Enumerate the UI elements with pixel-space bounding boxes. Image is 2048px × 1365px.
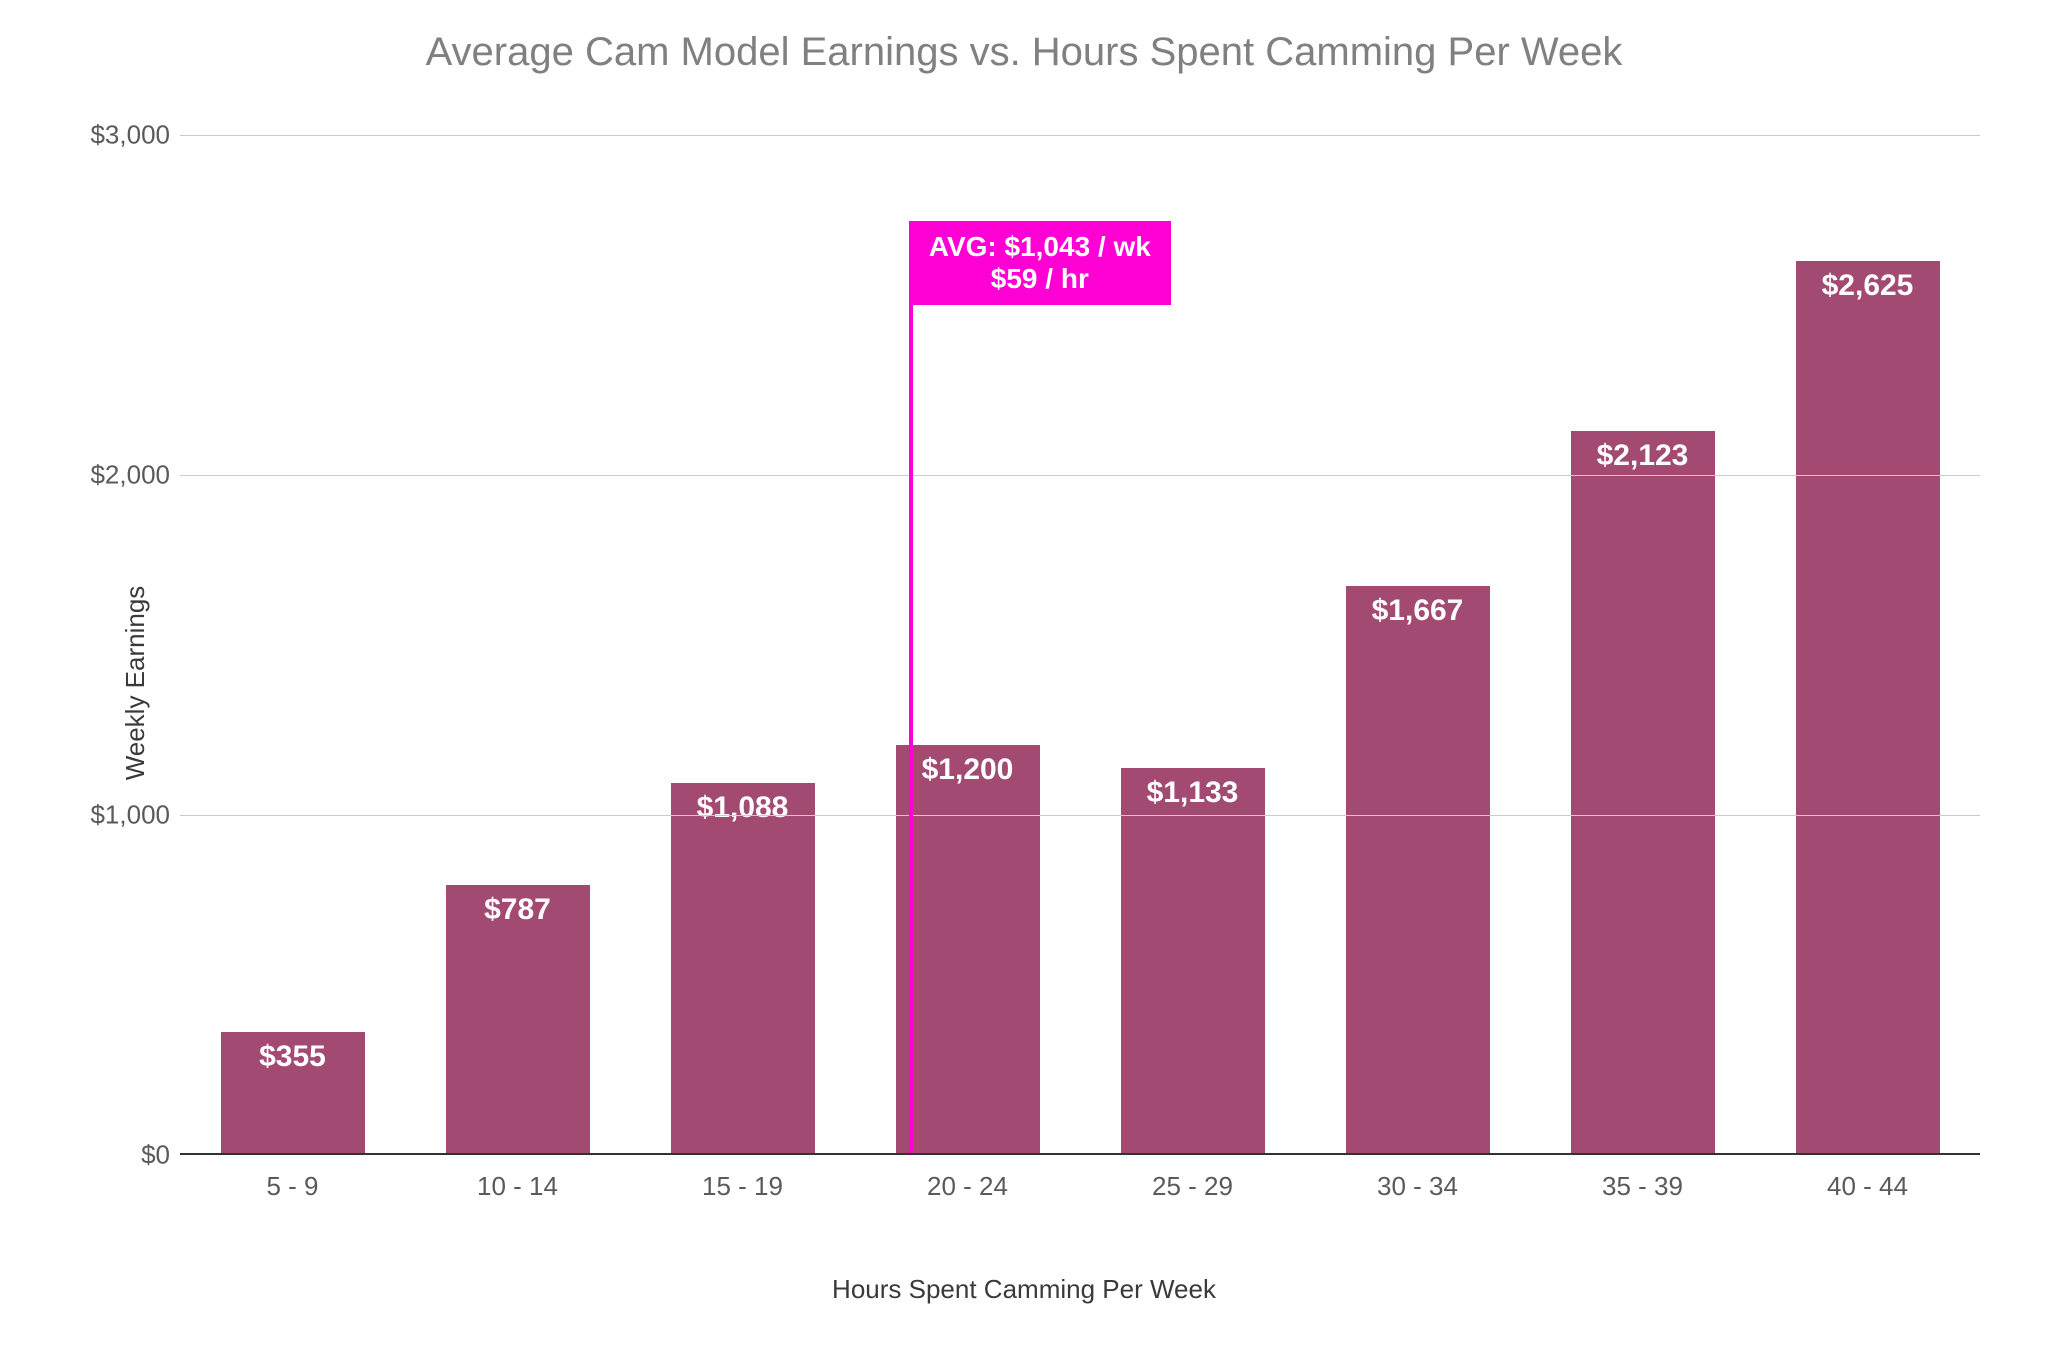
y-tick-label: $0: [141, 1140, 170, 1171]
bar: $2,123: [1571, 431, 1715, 1153]
y-tick-label: $2,000: [90, 460, 170, 491]
bar-slot: $1,66730 - 34: [1305, 135, 1530, 1153]
average-marker-line: [909, 303, 913, 1153]
x-tick-label: 5 - 9: [266, 1171, 318, 1202]
x-tick-label: 10 - 14: [477, 1171, 558, 1202]
bar-slot: $2,62540 - 44: [1755, 135, 1980, 1153]
bar-slot: $78710 - 14: [405, 135, 630, 1153]
y-axis-label: Weekly Earnings: [120, 585, 151, 780]
bar-value-label: $1,667: [1346, 594, 1490, 628]
x-tick-label: 25 - 29: [1152, 1171, 1233, 1202]
avg-annotation-line2: $59 / hr: [929, 263, 1151, 295]
x-tick-label: 15 - 19: [702, 1171, 783, 1202]
bar: $1,133: [1121, 768, 1265, 1153]
bar-value-label: $2,625: [1796, 269, 1940, 303]
gridline: [180, 135, 1980, 136]
x-tick-label: 40 - 44: [1827, 1171, 1908, 1202]
chart-title: Average Cam Model Earnings vs. Hours Spe…: [0, 30, 2048, 75]
x-tick-label: 35 - 39: [1602, 1171, 1683, 1202]
y-tick-label: $3,000: [90, 120, 170, 151]
plot-area: $3555 - 9$78710 - 14$1,08815 - 19$1,2002…: [180, 135, 1980, 1155]
bar: $1,088: [671, 783, 815, 1153]
bar-slot: $3555 - 9: [180, 135, 405, 1153]
x-tick-label: 30 - 34: [1377, 1171, 1458, 1202]
average-annotation-box: AVG: $1,043 / wk$59 / hr: [909, 221, 1171, 305]
bar-value-label: $1,200: [896, 753, 1040, 787]
earnings-bar-chart: Average Cam Model Earnings vs. Hours Spe…: [0, 0, 2048, 1365]
bar-slot: $1,08815 - 19: [630, 135, 855, 1153]
gridline: [180, 815, 1980, 816]
bar: $2,625: [1796, 261, 1940, 1154]
bar-value-label: $787: [446, 893, 590, 927]
gridline: [180, 475, 1980, 476]
avg-annotation-line1: AVG: $1,043 / wk: [929, 231, 1151, 263]
y-tick-label: $1,000: [90, 800, 170, 831]
bar-slot: $2,12335 - 39: [1530, 135, 1755, 1153]
bar: $1,200: [896, 745, 1040, 1153]
bar-value-label: $355: [221, 1040, 365, 1074]
bar-value-label: $1,133: [1121, 776, 1265, 810]
bar: $1,667: [1346, 586, 1490, 1153]
x-axis-label: Hours Spent Camming Per Week: [0, 1274, 2048, 1305]
bar-value-label: $2,123: [1571, 439, 1715, 473]
bar-value-label: $1,088: [671, 791, 815, 825]
bar: $787: [446, 885, 590, 1153]
x-tick-label: 20 - 24: [927, 1171, 1008, 1202]
bar: $355: [221, 1032, 365, 1153]
